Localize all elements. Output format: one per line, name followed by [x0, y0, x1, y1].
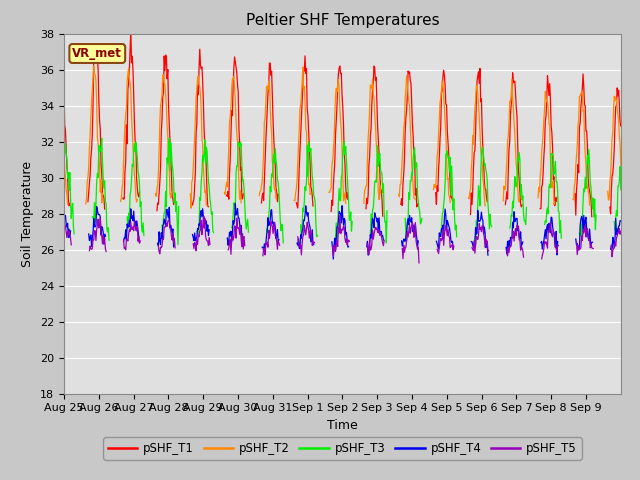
- pSHF_T4: [617, 218, 625, 224]
- X-axis label: Time: Time: [327, 419, 358, 432]
- pSHF_T1: [126, 48, 134, 54]
- pSHF_T4: [401, 238, 408, 244]
- pSHF_T1: [432, 190, 440, 195]
- Line: pSHF_T4: pSHF_T4: [64, 204, 621, 259]
- Legend: pSHF_T1, pSHF_T2, pSHF_T3, pSHF_T4, pSHF_T5: pSHF_T1, pSHF_T2, pSHF_T3, pSHF_T4, pSHF…: [103, 437, 582, 460]
- Line: pSHF_T2: pSHF_T2: [64, 66, 621, 208]
- pSHF_T2: [126, 80, 134, 86]
- pSHF_T3: [277, 228, 285, 234]
- pSHF_T5: [60, 217, 68, 223]
- Text: VR_met: VR_met: [72, 47, 122, 60]
- pSHF_T1: [60, 86, 68, 92]
- pSHF_T2: [617, 163, 625, 168]
- Y-axis label: Soil Temperature: Soil Temperature: [22, 161, 35, 266]
- pSHF_T1: [401, 155, 408, 161]
- pSHF_T2: [60, 147, 68, 153]
- pSHF_T3: [617, 187, 625, 193]
- pSHF_T2: [401, 119, 408, 124]
- pSHF_T5: [617, 228, 625, 234]
- Title: Peltier SHF Temperatures: Peltier SHF Temperatures: [246, 13, 439, 28]
- pSHF_T5: [228, 233, 236, 239]
- pSHF_T4: [126, 224, 134, 229]
- pSHF_T2: [228, 76, 236, 82]
- pSHF_T1: [617, 123, 625, 129]
- pSHF_T2: [256, 189, 264, 194]
- pSHF_T3: [60, 145, 68, 151]
- pSHF_T5: [126, 228, 134, 234]
- pSHF_T3: [228, 222, 236, 228]
- pSHF_T2: [432, 185, 440, 191]
- Line: pSHF_T3: pSHF_T3: [64, 138, 621, 245]
- pSHF_T5: [401, 249, 408, 255]
- Line: pSHF_T5: pSHF_T5: [64, 216, 621, 263]
- pSHF_T1: [228, 113, 236, 119]
- Line: pSHF_T1: pSHF_T1: [64, 30, 621, 216]
- pSHF_T4: [228, 230, 236, 236]
- pSHF_T4: [60, 211, 68, 216]
- pSHF_T3: [126, 192, 134, 198]
